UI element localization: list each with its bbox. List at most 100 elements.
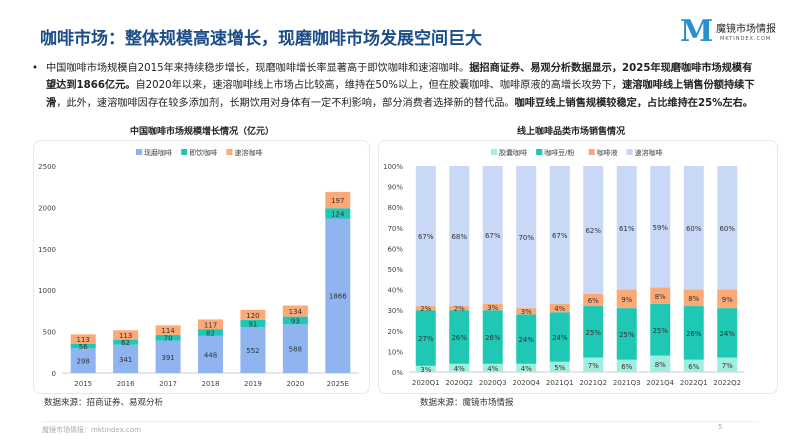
bar-segment bbox=[282, 324, 308, 373]
legend-swatch bbox=[626, 149, 633, 155]
y-tick-label: 20% bbox=[387, 328, 403, 336]
legend-label: 胶囊咖啡 bbox=[499, 148, 527, 157]
data-label: 6% bbox=[688, 363, 699, 371]
bar-segment bbox=[616, 289, 637, 309]
y-tick-label: 90% bbox=[387, 184, 403, 192]
bar-segment bbox=[616, 308, 637, 360]
data-label: 56 bbox=[79, 343, 88, 351]
bar-segment bbox=[415, 166, 436, 307]
bar-segment bbox=[549, 312, 570, 362]
data-label: 67% bbox=[552, 232, 568, 240]
legend-swatch bbox=[491, 149, 497, 155]
data-label: 59% bbox=[652, 224, 668, 232]
bar-segment bbox=[717, 357, 738, 372]
x-tick-label: 2021Q4 bbox=[646, 379, 674, 387]
source-note-left: 数据来源：招商证券、易观分析 bbox=[44, 398, 164, 408]
data-label: 114 bbox=[161, 327, 175, 335]
paragraph-segment: 速溶咖啡线上销售份额持续下滑 bbox=[46, 80, 755, 109]
bar-segment bbox=[449, 363, 470, 372]
chart-panel-online-sales: 0% 10% 20% 30% 40% 50% 60% 70% 80% 90% 100% 胶囊咖啡 咖啡豆… bbox=[378, 140, 778, 394]
bar-segment bbox=[482, 310, 503, 364]
y-tick-label: 1500 bbox=[38, 246, 56, 254]
logo-name: 魔镜市场情报 bbox=[716, 24, 776, 35]
data-label: 4% bbox=[487, 365, 498, 373]
data-label: 113 bbox=[119, 332, 132, 340]
bar-segment bbox=[516, 166, 537, 309]
bar-segment bbox=[325, 218, 351, 373]
legend-swatch bbox=[181, 149, 188, 155]
logo: M 魔镜市场情报 MKTINDEX.COM bbox=[680, 16, 790, 52]
bar-segment bbox=[415, 365, 436, 372]
bar-segment bbox=[198, 319, 223, 330]
data-label: 1866 bbox=[329, 293, 347, 301]
bar-segment bbox=[650, 304, 671, 356]
x-tick-label: 2022Q2 bbox=[713, 379, 741, 387]
paragraph-segment: ，此外，速溶咖啡因存在较多添加剂，长期饮用对身体有一定不利影响，部分消费者选择新… bbox=[56, 97, 515, 109]
bar-segment bbox=[449, 166, 470, 307]
bar-segment bbox=[240, 309, 266, 320]
online-sales-chart: 0% 10% 20% 30% 40% 50% 60% 70% 80% 90% 100% 胶囊咖啡 咖啡豆… bbox=[383, 148, 744, 387]
footer-divider bbox=[42, 421, 758, 422]
bar-segment bbox=[155, 325, 181, 335]
bar-segment bbox=[113, 339, 139, 345]
bar-segment bbox=[683, 306, 704, 360]
data-label: 25% bbox=[619, 331, 635, 339]
data-label: 60% bbox=[686, 225, 702, 233]
y-tick-label: 60% bbox=[387, 245, 403, 253]
y-tick-label: 80% bbox=[387, 204, 403, 212]
y-tick-label: 30% bbox=[387, 307, 403, 315]
x-tick-label: 2021Q1 bbox=[546, 379, 574, 387]
data-label: 70% bbox=[518, 234, 534, 242]
legend-swatch bbox=[536, 149, 543, 155]
summary-paragraph: • 中国咖啡市场规模自2015年来持续稳步增长，现磨咖啡增长率显著高于即饮咖啡和… bbox=[32, 60, 762, 112]
data-label: 2% bbox=[454, 305, 465, 313]
data-label: 4% bbox=[454, 365, 465, 373]
data-label: 113 bbox=[77, 336, 90, 344]
paragraph-segment: 咖啡豆线上销售规模较稳定，占比维持在25%左右。 bbox=[514, 97, 753, 109]
bar-segment bbox=[325, 208, 351, 219]
bar-segment bbox=[717, 308, 738, 358]
market-size-chart: 0 500 1000 1500 2000 2500 现磨咖啡 即饮咖啡 速溶咖啡 2015 298 5… bbox=[38, 148, 359, 388]
x-tick-label: 2018 bbox=[202, 380, 220, 388]
bar-segment bbox=[516, 308, 537, 315]
data-label: 9% bbox=[621, 296, 632, 304]
data-label: 62 bbox=[121, 339, 130, 347]
data-label: 552 bbox=[246, 347, 259, 355]
data-label: 6% bbox=[588, 297, 599, 305]
data-label: 2% bbox=[420, 305, 431, 313]
y-tick-label: 1000 bbox=[38, 287, 56, 295]
data-label: 448 bbox=[204, 351, 217, 359]
bar-segment bbox=[155, 334, 181, 341]
bar-segment bbox=[482, 166, 503, 305]
paragraph-segment: 据招商证券、易观分析数据显示，2025年现磨咖啡市场规模有望达到1866亿元。 bbox=[46, 63, 753, 92]
data-label: 4% bbox=[521, 365, 532, 373]
bar-segment bbox=[549, 166, 570, 305]
page-number: 5 bbox=[718, 423, 723, 431]
paragraph-text: 中国咖啡市场规模自2015年来持续稳步增长，现磨咖啡增长率显著高于即饮咖啡和速溶… bbox=[46, 60, 762, 112]
data-label: 5% bbox=[554, 364, 565, 372]
y-tick-label: 40% bbox=[387, 287, 403, 295]
data-label: 3% bbox=[521, 308, 532, 316]
data-label: 27% bbox=[418, 335, 434, 343]
bar-segment bbox=[616, 166, 637, 290]
data-label: 24% bbox=[719, 330, 735, 338]
bar-segment bbox=[650, 355, 671, 372]
bar-segment bbox=[155, 340, 181, 373]
bar-segment bbox=[449, 306, 470, 311]
bar-segment bbox=[717, 289, 738, 309]
source-note-right: 数据来源：魔镜市场情报 bbox=[420, 398, 514, 408]
bar-segment bbox=[683, 166, 704, 290]
data-label: 25% bbox=[585, 329, 601, 337]
data-label: 9% bbox=[722, 296, 733, 304]
bullet: • bbox=[32, 63, 39, 74]
x-tick-label: 2015 bbox=[74, 380, 92, 388]
x-tick-label: 2021Q3 bbox=[613, 379, 641, 387]
data-label: 8% bbox=[655, 361, 666, 369]
bar-segment bbox=[650, 287, 671, 305]
page-title: 咖啡市场：整体规模高速增长，现磨咖啡市场发展空间巨大 bbox=[40, 29, 482, 49]
data-label: 341 bbox=[119, 356, 132, 364]
paragraph-segment: 自2020年以来，速溶咖啡线上市场占比较高，维持在50%以上，但在胶囊咖啡、咖啡… bbox=[135, 80, 623, 92]
legend-label: 即饮咖啡 bbox=[189, 148, 217, 157]
data-label: 3% bbox=[487, 304, 498, 312]
x-tick-label: 2022Q1 bbox=[680, 379, 708, 387]
